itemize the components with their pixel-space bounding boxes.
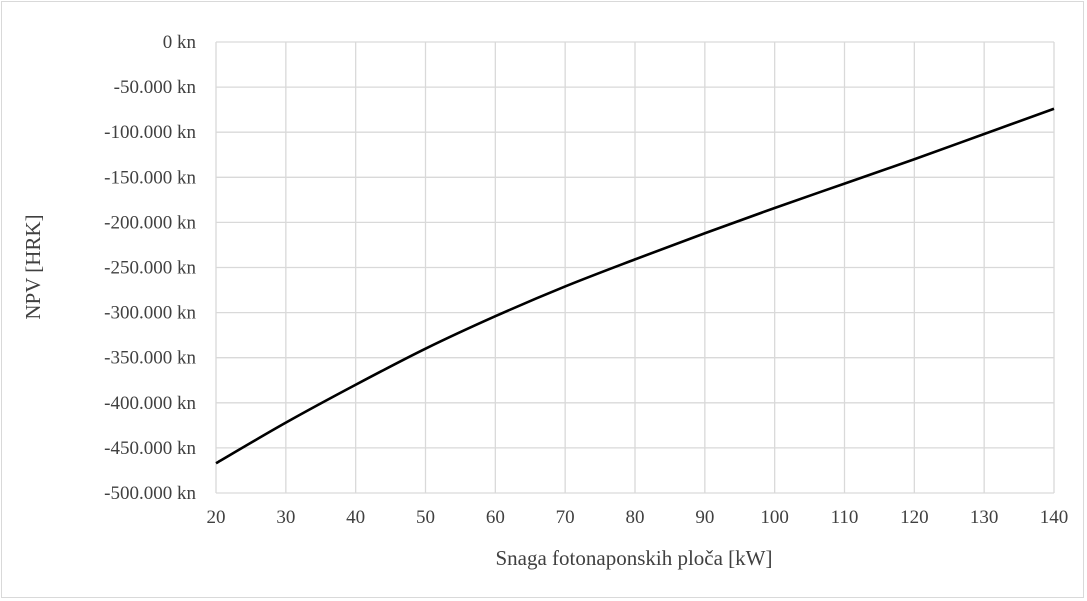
y-tick-label: -100.000 kn: [104, 122, 196, 143]
x-tick-label: 50: [416, 507, 435, 528]
y-tick-label: -400.000 kn: [104, 393, 196, 414]
grid: [215, 41, 1055, 494]
y-axis-title: NPV [HRK]: [21, 214, 45, 319]
y-tick-label: -250.000 kn: [104, 258, 196, 279]
x-tick-label: 60: [486, 507, 505, 528]
y-tick-label: -500.000 kn: [104, 483, 196, 504]
x-tick-label: 110: [831, 507, 859, 528]
x-tick-label: 120: [900, 507, 929, 528]
y-axis-ticks: 0 kn -50.000 kn -100.000 kn -150.000 kn -200…: [104, 32, 196, 504]
x-tick-label: 40: [346, 507, 365, 528]
x-axis-ticks: 20 30 40 50 60 70 80 90 100 110 120 130 140: [207, 507, 1069, 528]
y-tick-label: -200.000 kn: [104, 212, 196, 233]
npv-series-line: [215, 107, 1055, 465]
y-tick-label: -300.000 kn: [104, 303, 196, 324]
x-tick-label: 80: [626, 507, 645, 528]
y-tick-label: -50.000 kn: [114, 77, 197, 98]
x-tick-label: 130: [970, 507, 999, 528]
y-tick-label: -350.000 kn: [104, 348, 196, 369]
x-tick-label: 90: [695, 507, 714, 528]
y-tick-label: 0 kn: [163, 32, 197, 53]
x-axis-title: Snaga fotonaponskih ploča [kW]: [495, 546, 772, 570]
y-tick-label: -450.000 kn: [104, 438, 196, 459]
x-tick-label: 20: [207, 507, 226, 528]
x-tick-label: 30: [276, 507, 295, 528]
x-tick-label: 70: [556, 507, 575, 528]
y-tick-label: -150.000 kn: [104, 167, 196, 188]
x-tick-label: 140: [1040, 507, 1069, 528]
series-layer: [215, 107, 1055, 465]
x-tick-label: 100: [760, 507, 789, 528]
